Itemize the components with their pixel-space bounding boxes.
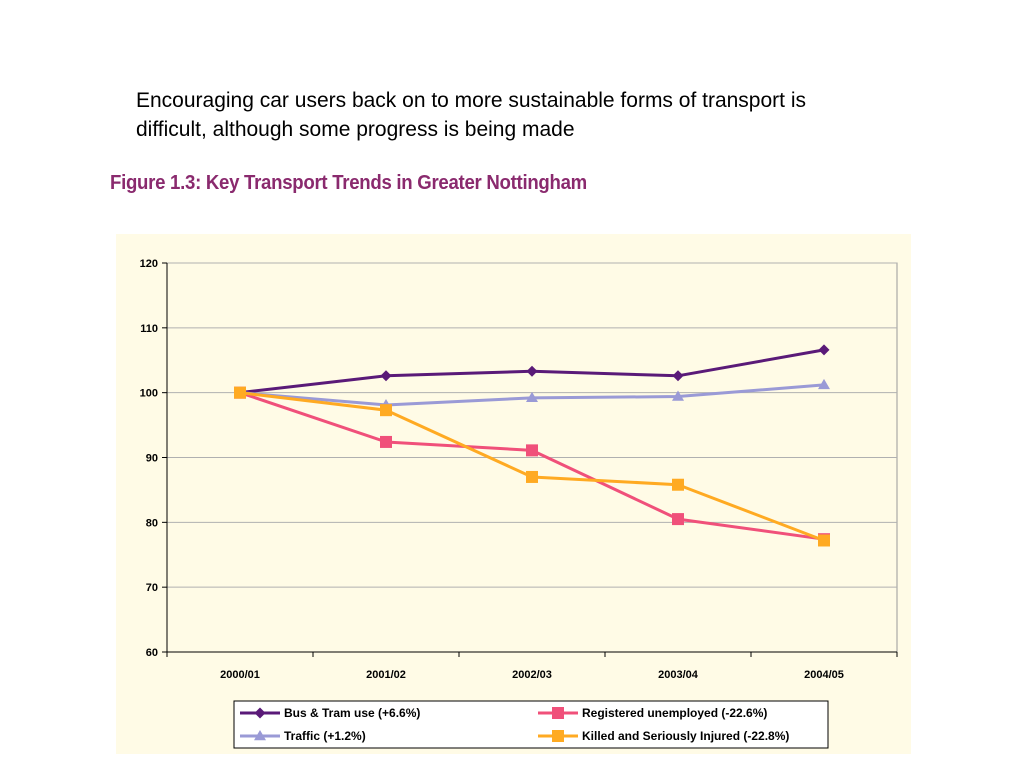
legend-label: Registered unemployed (-22.6%) [582,706,767,720]
data-point [526,391,538,403]
legend-marker [254,707,266,719]
data-point [380,435,392,448]
y-tick-label: 70 [146,582,158,594]
y-tick-label: 120 [140,258,158,270]
legend-label: Traffic (+1.2%) [284,729,366,743]
legend-marker [552,730,564,742]
legend-marker [254,730,266,741]
data-point [526,444,538,457]
x-tick-label: 2003/04 [658,669,699,681]
data-point [672,390,684,401]
legend-label: Killed and Seriously Injured (-22.8%) [582,729,789,743]
intro-text: Encouraging car users back on to more su… [136,89,806,141]
figure-title: Figure 1.3: Key Transport Trends in Grea… [110,172,587,194]
x-tick-label: 2001/02 [366,669,406,681]
data-point [672,478,684,491]
legend-box [233,700,829,749]
x-tick-label: 2004/05 [804,669,844,681]
data-point [672,513,684,526]
data-point [672,370,684,382]
y-tick-label: 110 [140,323,158,335]
y-tick-label: 100 [140,388,158,400]
y-tick-label: 90 [146,453,158,465]
line-chart: 60 70 80 90 100 110 120 2000/01 2001/02 2002/03 20… [116,234,911,754]
data-point [380,370,392,382]
data-point [818,344,830,356]
y-tick-label: 60 [146,647,158,659]
data-point [818,534,830,547]
data-point [380,404,392,417]
y-tick-label: 80 [146,517,158,529]
x-tick-label: 2002/03 [512,669,552,681]
legend-marker [552,707,564,719]
x-tick-label: 2000/01 [220,669,260,681]
legend-label: Bus & Tram use (+6.6%) [284,706,420,720]
data-point [526,470,538,483]
data-point [234,386,246,399]
data-point [818,378,830,390]
data-point [526,365,538,377]
